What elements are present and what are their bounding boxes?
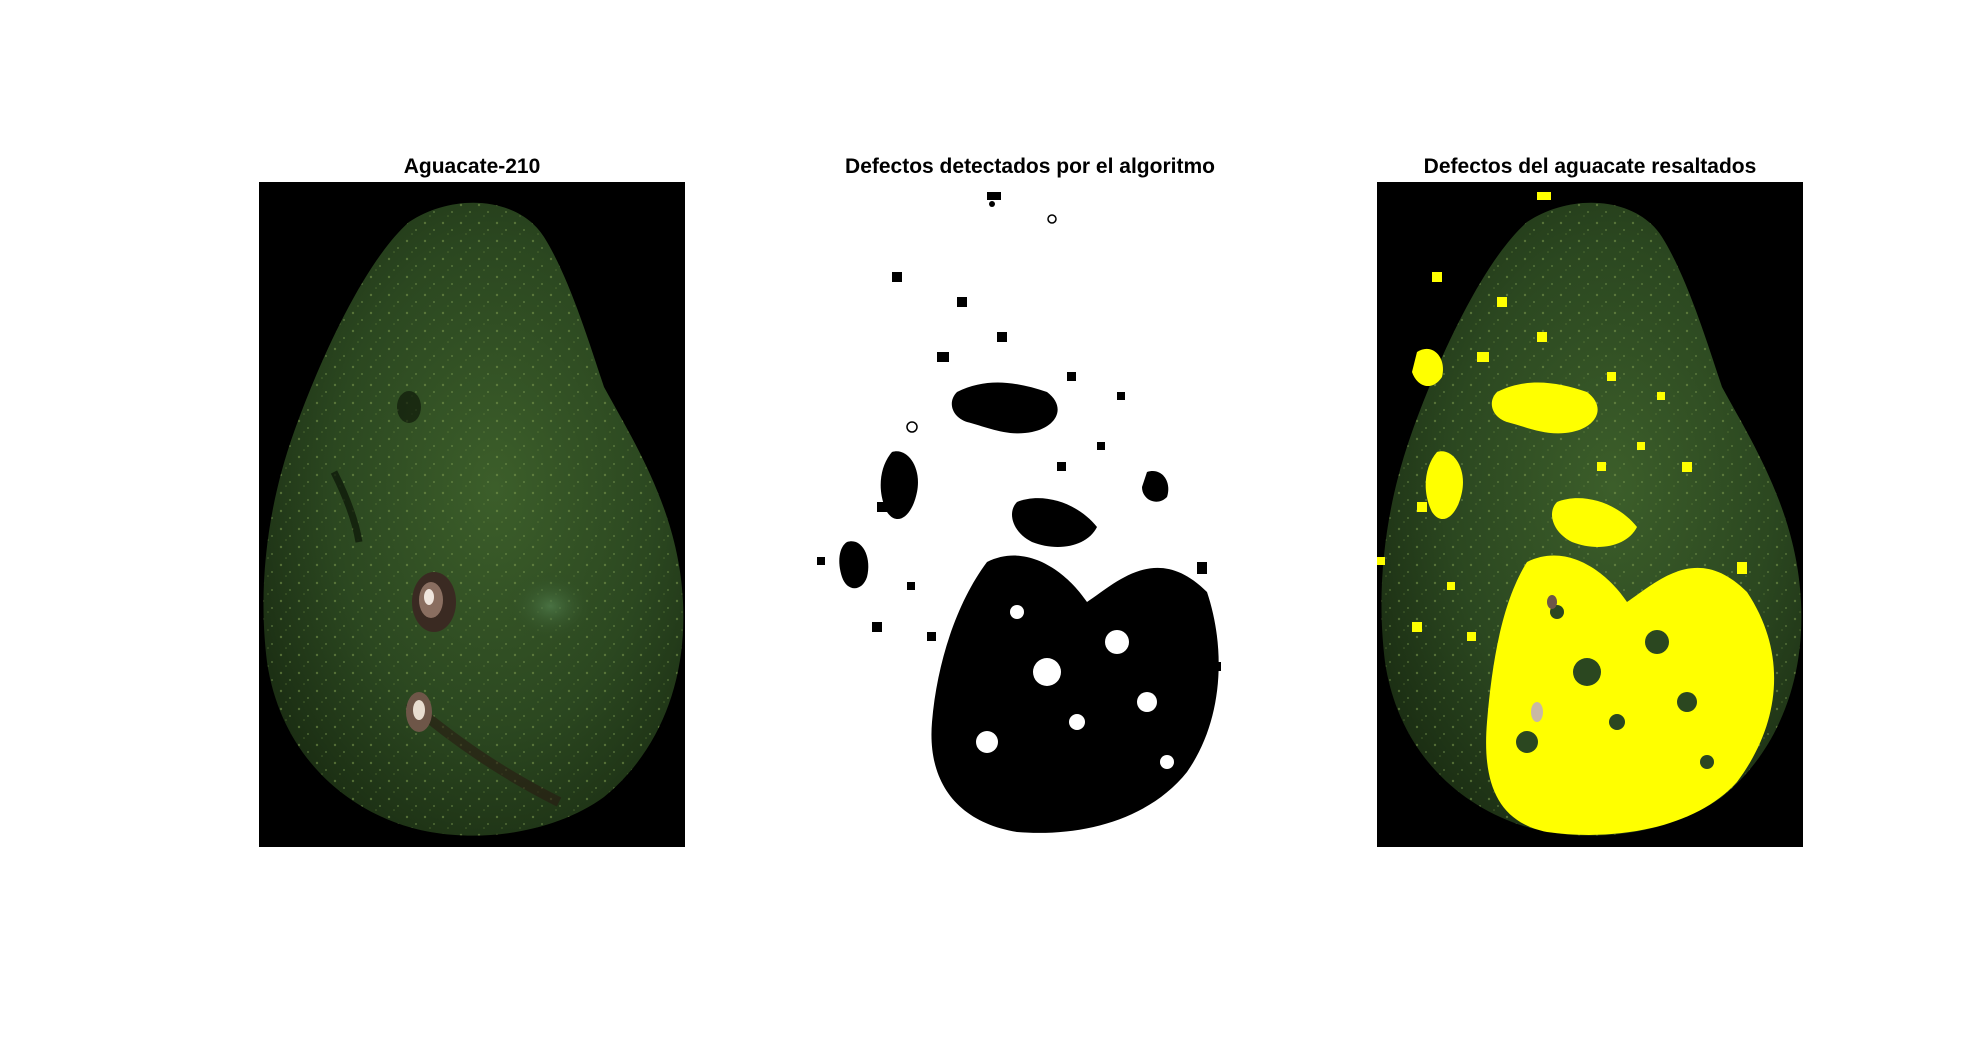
original-avocado-image — [259, 182, 685, 847]
panel-title-original: Aguacate-210 — [403, 155, 541, 178]
defect-mask-image — [817, 182, 1243, 847]
highlighted-defects-image — [1377, 182, 1803, 847]
panel-title-highlighted-defects: Defectos del aguacate resaltados — [1423, 155, 1757, 178]
panel-title-detected-defects: Defectos detectados por el algoritmo — [845, 155, 1215, 178]
